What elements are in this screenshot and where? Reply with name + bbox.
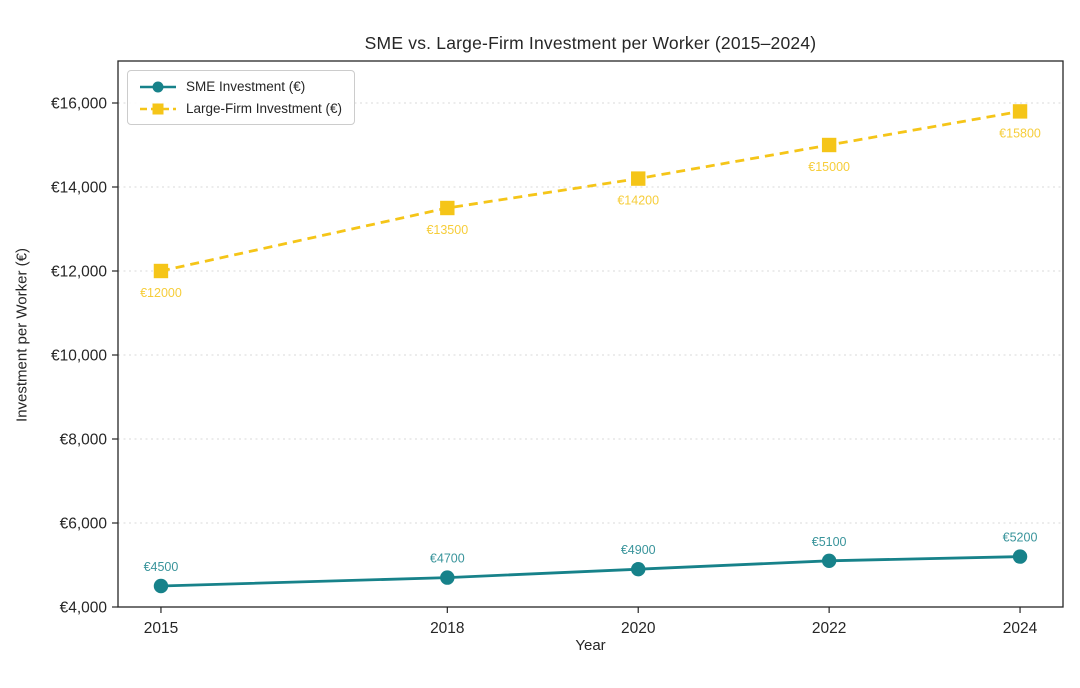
large-firm-marker — [1012, 104, 1028, 119]
sme-data-label: €5100 — [812, 535, 847, 549]
sme-line — [160, 555, 1021, 588]
y-tick-label: €8,000 — [60, 432, 108, 449]
x-tick-label: 2018 — [430, 620, 464, 637]
large-firm-data-label: €15800 — [999, 126, 1041, 140]
axes-spines — [117, 60, 1064, 608]
y-tick-label: €10,000 — [51, 348, 107, 365]
y-tick-label: €16,000 — [51, 96, 107, 113]
sme-data-label: €4900 — [621, 543, 656, 557]
legend-label-large-firm: Large-Firm Investment (€) — [186, 101, 343, 116]
x-tick-label: 2015 — [144, 620, 178, 637]
chart-title: SME vs. Large-Firm Investment per Worker… — [364, 33, 817, 53]
sme-data-label: €4500 — [144, 560, 179, 574]
large-firm-data-label: €14200 — [617, 194, 659, 208]
large-firm-marker — [153, 263, 169, 279]
y-tick-label: €12,000 — [51, 264, 107, 281]
large-firm-line — [160, 110, 1021, 273]
large-firm-line-swatch — [140, 103, 176, 114]
sme-marker — [1012, 549, 1028, 564]
sme-line-swatch — [140, 81, 176, 92]
large-firm-marker — [440, 200, 455, 216]
large-firm-data-label: €12000 — [140, 286, 182, 300]
legend: SME Investment (€) Large-Firm Investment… — [127, 70, 356, 125]
legend-label-sme: SME Investment (€) — [186, 79, 306, 94]
large-firm-marker — [631, 171, 646, 186]
sme-marker — [153, 578, 169, 594]
sme-data-label: €4700 — [430, 552, 465, 566]
sme-data-label: €5200 — [1003, 531, 1038, 545]
y-axis-label: Investment per Worker (€) — [13, 248, 31, 422]
large-firm-swatch-marker — [152, 103, 164, 114]
y-tick-label: €6,000 — [60, 516, 108, 533]
large-firm-data-label: €13500 — [426, 223, 468, 237]
sme-marker — [821, 553, 837, 568]
y-tick-label: €4,000 — [60, 600, 108, 617]
x-tick-label: 2024 — [1003, 620, 1038, 637]
x-axis-label: Year — [575, 637, 606, 654]
y-tick-label: €14,000 — [51, 180, 107, 197]
sme-swatch-marker — [152, 81, 164, 92]
sme-marker — [631, 562, 646, 577]
large-firm-data-label: €15000 — [808, 160, 850, 174]
x-tick-label: 2020 — [621, 620, 656, 637]
large-firm-marker — [821, 137, 837, 153]
legend-item-sme: SME Investment (€) — [138, 78, 342, 95]
legend-item-large-firm: Large-Firm Investment (€) — [138, 100, 342, 117]
sme-marker — [440, 570, 455, 585]
x-tick-label: 2022 — [812, 620, 846, 637]
